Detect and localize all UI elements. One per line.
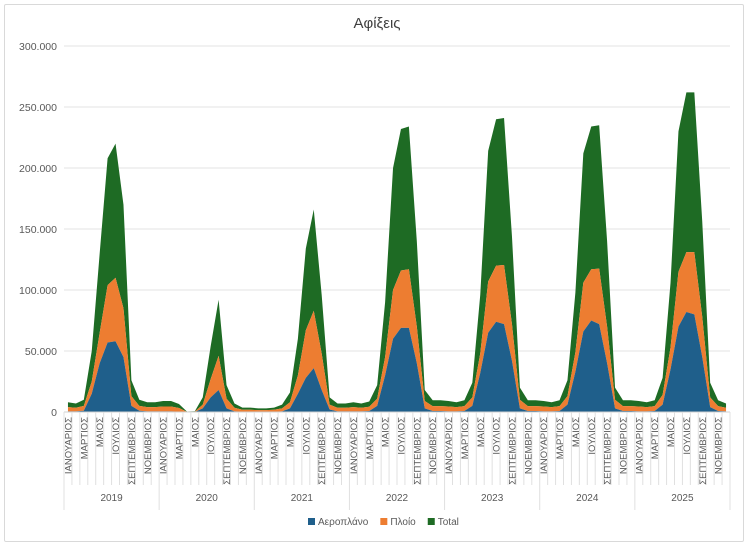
year-label: 2022 bbox=[386, 493, 409, 504]
month-label: ΜΑΡΤΙΟΣ bbox=[174, 417, 185, 459]
year-label: 2020 bbox=[196, 493, 219, 504]
month-label: ΙΟΥΛΙΟΣ bbox=[111, 417, 122, 455]
month-label: ΙΟΥΛΙΟΣ bbox=[682, 417, 693, 455]
month-label: ΙΑΝΟΥΑΡΙΟΣ bbox=[63, 417, 74, 474]
month-label: ΜΑΙΟΣ bbox=[381, 417, 392, 447]
year-label: 2021 bbox=[291, 493, 314, 504]
month-label: ΜΑΙΟΣ bbox=[571, 417, 582, 447]
month-label: ΣΕΠΤΕΜΒΡΙΟΣ bbox=[127, 417, 138, 485]
legend-swatch bbox=[380, 518, 388, 525]
month-label: ΝΟΕΜΒΡΙΟΣ bbox=[143, 417, 154, 474]
chart-title: Αφίξεις bbox=[353, 15, 400, 32]
month-label: ΝΟΕΜΒΡΙΟΣ bbox=[238, 417, 249, 474]
month-label: ΣΕΠΤΕΜΒΡΙΟΣ bbox=[603, 417, 614, 485]
month-label: ΜΑΙΟΣ bbox=[666, 417, 677, 447]
legend-label: Πλοίο bbox=[390, 516, 416, 528]
month-label: ΙΟΥΛΙΟΣ bbox=[396, 417, 407, 455]
year-label: 2025 bbox=[671, 493, 694, 504]
y-axis: 0 50.000 100.000 150.000 200.000 250.000 300.0… bbox=[19, 41, 57, 419]
legend-swatch bbox=[308, 518, 315, 525]
month-label: ΝΟΕΜΒΡΙΟΣ bbox=[618, 417, 629, 474]
month-label: ΜΑΡΤΙΟΣ bbox=[365, 417, 376, 459]
year-label: 2019 bbox=[100, 493, 123, 504]
y-tick-label: 50.000 bbox=[25, 346, 57, 358]
legend-label: Αεροπλάνο bbox=[318, 516, 369, 528]
month-label: ΜΑΡΤΙΟΣ bbox=[270, 417, 281, 459]
month-label: ΙΑΝΟΥΑΡΙΟΣ bbox=[634, 417, 645, 474]
month-label: ΙΑΝΟΥΑΡΙΟΣ bbox=[539, 417, 550, 474]
year-label: 2024 bbox=[576, 493, 599, 504]
legend-label: Total bbox=[438, 517, 459, 528]
month-label: ΙΟΥΛΙΟΣ bbox=[587, 417, 598, 455]
areas bbox=[67, 92, 727, 412]
x-axis: ΙΑΝΟΥΑΡΙΟΣ ΜΑΡΤΙΟΣ ΜΑΙΟΣ ΙΟΥΛΙΟΣ ΣΕΠΤΕΜΒΡΙΟΣ… bbox=[63, 411, 731, 510]
month-label: ΜΑΙΟΣ bbox=[190, 417, 201, 447]
legend: Αεροπλάνο Πλοίο Total bbox=[308, 516, 459, 528]
month-label: ΣΕΠΤΕΜΒΡΙΟΣ bbox=[412, 417, 423, 485]
month-label: ΙΑΝΟΥΑΡΙΟΣ bbox=[349, 417, 360, 474]
month-label: ΣΕΠΤΕΜΒΡΙΟΣ bbox=[698, 417, 709, 485]
month-label: ΝΟΕΜΒΡΙΟΣ bbox=[428, 417, 439, 474]
area-total bbox=[67, 92, 727, 412]
month-label: ΝΟΕΜΒΡΙΟΣ bbox=[714, 417, 725, 474]
month-label: ΜΑΙΟΣ bbox=[285, 417, 296, 447]
month-label: ΜΑΡΤΙΟΣ bbox=[555, 417, 566, 459]
month-label: ΝΟΕΜΒΡΙΟΣ bbox=[523, 417, 534, 474]
month-label: ΜΑΡΤΙΟΣ bbox=[460, 417, 471, 459]
month-label: ΜΑΡΤΙΟΣ bbox=[79, 417, 90, 459]
area-ploio bbox=[67, 252, 727, 412]
month-label: ΙΑΝΟΥΑΡΙΟΣ bbox=[254, 417, 265, 474]
month-label: ΜΑΡΤΙΟΣ bbox=[650, 417, 661, 459]
y-tick-label: 250.000 bbox=[19, 102, 57, 114]
month-label: ΣΕΠΤΕΜΒΡΙΟΣ bbox=[317, 417, 328, 485]
year-label: 2023 bbox=[481, 493, 504, 504]
y-tick-label: 200.000 bbox=[19, 163, 57, 175]
month-label: ΙΟΥΛΙΟΣ bbox=[492, 417, 503, 455]
area-aeroplano bbox=[67, 311, 727, 412]
month-label: ΜΑΙΟΣ bbox=[476, 417, 487, 447]
y-tick-label: 150.000 bbox=[19, 224, 57, 236]
month-label: ΙΑΝΟΥΑΡΙΟΣ bbox=[159, 417, 170, 474]
month-label: ΣΕΠΤΕΜΒΡΙΟΣ bbox=[507, 417, 518, 485]
month-label: ΙΟΥΛΙΟΣ bbox=[301, 417, 312, 455]
gridlines bbox=[64, 45, 730, 352]
month-label: ΙΑΝΟΥΑΡΙΟΣ bbox=[444, 417, 455, 474]
y-tick-label: 300.000 bbox=[19, 41, 57, 53]
month-label: ΙΟΥΛΙΟΣ bbox=[206, 417, 217, 455]
legend-swatch bbox=[427, 518, 435, 525]
y-tick-label: 0 bbox=[51, 407, 57, 419]
month-label: ΝΟΕΜΒΡΙΟΣ bbox=[333, 417, 344, 474]
month-label: ΣΕΠΤΕΜΒΡΙΟΣ bbox=[222, 417, 233, 485]
y-tick-label: 100.000 bbox=[19, 285, 57, 297]
month-label: ΜΑΙΟΣ bbox=[95, 417, 106, 447]
